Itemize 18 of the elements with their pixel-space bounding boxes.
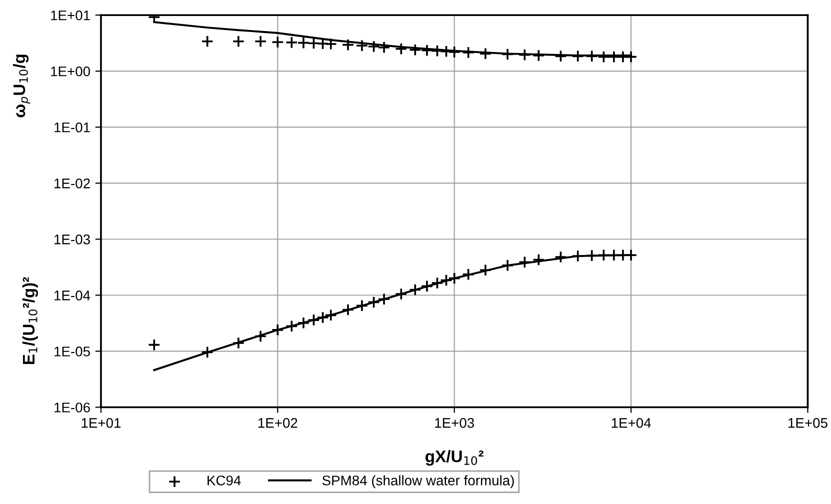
x-tick-label: 1E+02 (258, 418, 298, 428)
y-tick-label: 1E-03 (54, 234, 90, 244)
y-axis-title: ω$_{p}$U$_{10}$/g (12, 54, 30, 118)
x-tick-label: 1E+05 (788, 418, 828, 428)
x-tick-label: 1E+03 (435, 418, 474, 428)
legend-label: KC94 (208, 476, 241, 486)
text: E$_{1}$/(U$_{10}$²/g)² (22, 277, 38, 364)
x-axis-title: gX/U$_{10}$² (426, 450, 484, 466)
legend-label: SPM84 (shallow water formula) (322, 475, 514, 488)
x-tick-label: 1E+04 (612, 418, 651, 428)
y-tick-label: 1E+00 (51, 66, 90, 76)
y-tick-label: 1E-04 (54, 290, 90, 300)
y-tick-label: 1E-01 (54, 122, 90, 132)
y-tick-label: 1E+01 (51, 10, 90, 20)
y-tick-label: 1E-06 (54, 402, 90, 412)
x-tick-label: 1E+01 (82, 418, 121, 428)
y-tick-label: 1E-05 (54, 346, 90, 356)
y-tick-label: 1E-02 (54, 178, 90, 188)
